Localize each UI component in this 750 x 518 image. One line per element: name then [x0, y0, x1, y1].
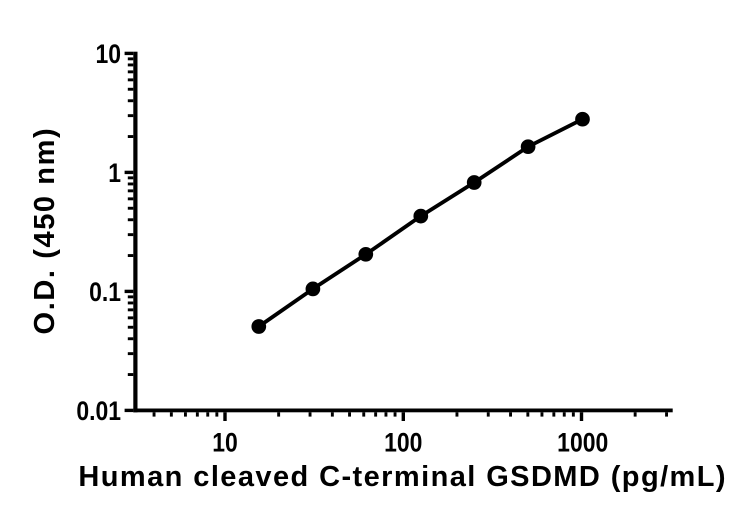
svg-text:0.01: 0.01 — [76, 396, 121, 426]
svg-text:O.D. (450 nm): O.D. (450 nm) — [29, 127, 61, 335]
svg-text:1: 1 — [108, 158, 121, 188]
svg-text:Human cleaved C-terminal GSDMD: Human cleaved C-terminal GSDMD (pg/mL) — [78, 461, 727, 493]
svg-text:10: 10 — [212, 428, 238, 458]
svg-text:100: 100 — [384, 428, 422, 458]
svg-text:1000: 1000 — [557, 428, 608, 458]
svg-text:0.1: 0.1 — [89, 277, 121, 307]
svg-text:10: 10 — [95, 39, 121, 69]
